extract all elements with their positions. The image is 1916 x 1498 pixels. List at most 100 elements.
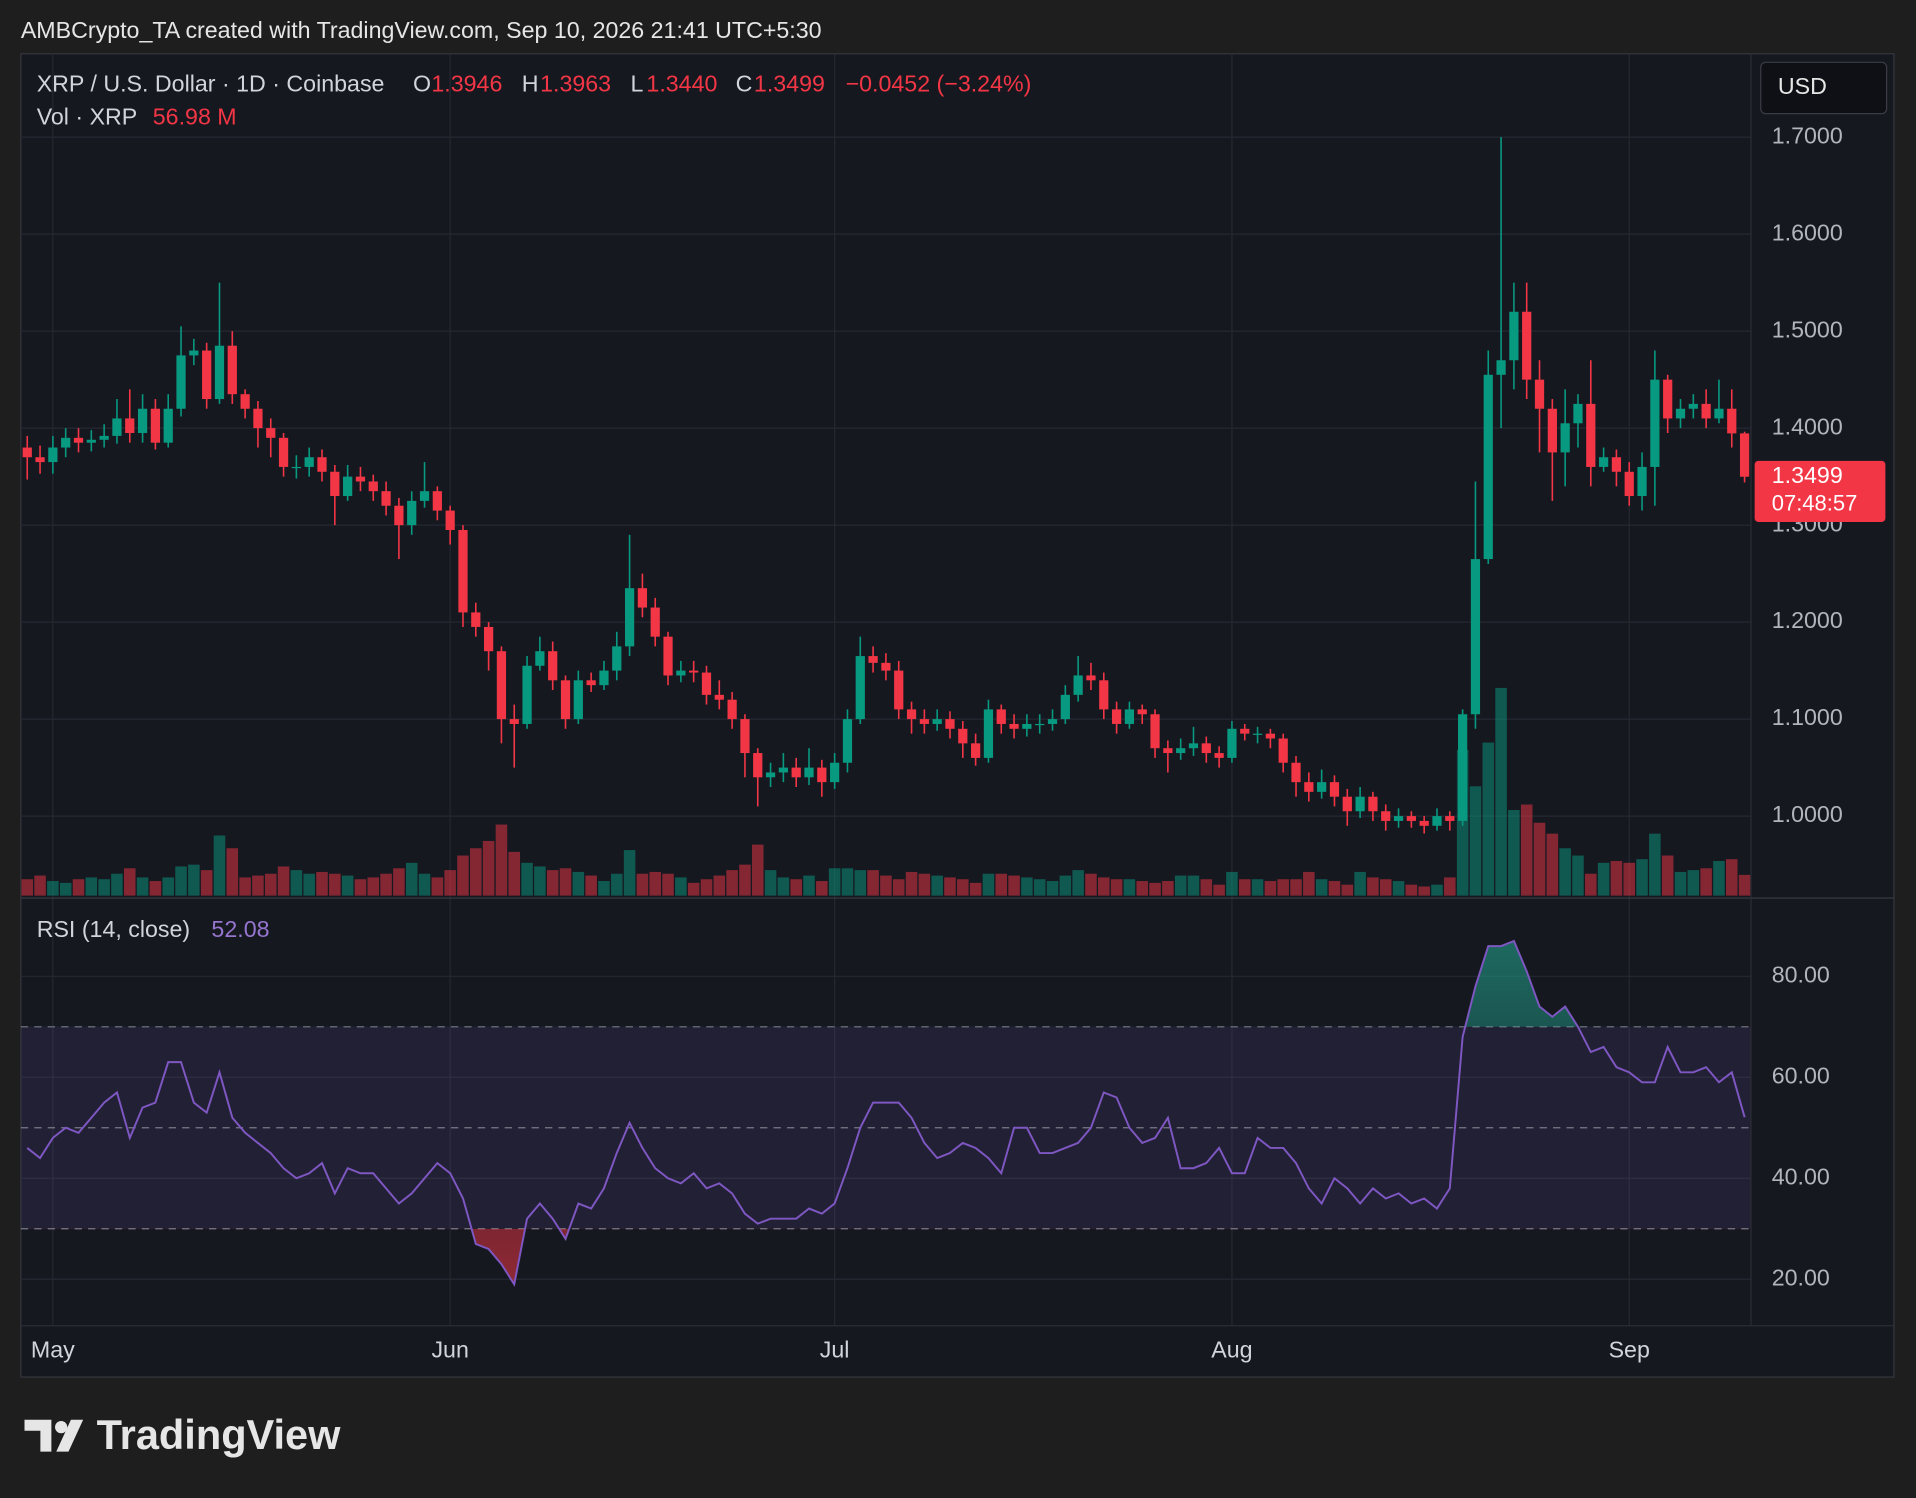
candle-body: [1445, 816, 1455, 821]
candle-body: [650, 607, 660, 637]
candle-body: [1688, 403, 1698, 409]
candle-body: [842, 719, 853, 763]
candle-body: [1317, 782, 1327, 792]
candle-body: [381, 491, 391, 506]
candle-body: [394, 505, 404, 526]
volume-bar: [418, 873, 431, 896]
candle-body: [509, 719, 519, 724]
volume-bar: [405, 862, 418, 896]
price-tag: 1.3499 07:48:57: [1754, 460, 1886, 522]
candle-body: [1714, 408, 1724, 419]
volume-bar: [1738, 874, 1751, 896]
close-label: C: [736, 71, 753, 97]
candle-body: [586, 680, 596, 686]
candle-body: [983, 709, 994, 758]
candle-body: [266, 428, 276, 438]
candle-body: [1611, 457, 1622, 472]
candle-body: [1650, 379, 1660, 467]
candle-body: [599, 670, 609, 686]
candle-body: [535, 651, 545, 666]
x-tick-label: Sep: [1609, 1337, 1650, 1363]
candle-body: [1496, 360, 1506, 375]
volume-bar: [816, 881, 828, 896]
candle-body: [214, 345, 225, 400]
change: −0.0452 (−3.24%): [846, 71, 1032, 97]
volume-bar: [380, 873, 392, 896]
candle-body: [868, 656, 878, 663]
open-value: 1.3946: [431, 71, 502, 97]
volume-bar: [1354, 871, 1366, 896]
candle-body: [1265, 733, 1276, 739]
candle-body: [61, 437, 71, 448]
volume-bar: [995, 873, 1008, 896]
logo-mark: [24, 1419, 52, 1452]
volume-bar: [162, 877, 174, 896]
candle-body: [945, 719, 955, 729]
volume-bar: [277, 866, 290, 896]
open-label: O: [413, 71, 431, 97]
candle-body: [48, 447, 58, 463]
candle-body: [1304, 782, 1314, 792]
volume-bar: [905, 871, 918, 896]
volume-bar: [764, 870, 777, 896]
volume-bar: [713, 875, 726, 896]
candle-body: [125, 418, 135, 433]
volume-bar: [124, 868, 136, 896]
volume-bar: [1508, 809, 1520, 896]
volume-bar: [1623, 862, 1636, 896]
volume-bar: [508, 851, 521, 896]
candle-body: [86, 439, 96, 443]
volume-bar: [1136, 881, 1148, 896]
candle-body: [1368, 796, 1378, 812]
volume-bar: [1290, 879, 1302, 896]
volume-bar: [649, 871, 661, 896]
volume-value: 56.98 M: [153, 104, 237, 130]
candle-body: [1534, 379, 1545, 409]
candle-body: [1099, 680, 1109, 710]
y-tick-label: 1.5000: [1772, 316, 1843, 342]
volume-bar: [495, 824, 508, 896]
volume-bar: [1033, 879, 1046, 896]
volume-bar: [1187, 875, 1200, 896]
volume-bar: [1174, 875, 1187, 896]
volume-bar: [918, 873, 931, 896]
candle-body: [1329, 782, 1340, 797]
candle-body: [163, 408, 173, 443]
volume-bar: [444, 870, 456, 896]
currency-button[interactable]: [1760, 61, 1888, 115]
volume-bar: [777, 877, 790, 896]
rsi-line: [26, 939, 1746, 1287]
y-tick-label: 1.0000: [1772, 801, 1843, 827]
candle-body: [1201, 743, 1211, 754]
candle-body: [1406, 816, 1416, 821]
volume-bar: [1725, 859, 1738, 896]
volume: [21, 687, 1751, 896]
candle-body: [996, 709, 1006, 724]
candle-body: [1176, 748, 1186, 754]
volume-bar: [213, 835, 226, 896]
volume-bar: [21, 879, 34, 896]
volume-bar: [200, 870, 213, 896]
volume-bar: [982, 873, 995, 896]
y-tick-label: 1.4000: [1772, 413, 1843, 439]
brand-name: TradingView: [97, 1411, 342, 1458]
candle-body: [1701, 403, 1711, 419]
candle-body: [1470, 559, 1481, 715]
candle-body: [496, 651, 507, 720]
volume-bar: [1585, 873, 1597, 896]
volume-bar: [1520, 804, 1533, 896]
grid: [20, 53, 1751, 1326]
y-tick-label: 80.00: [1772, 961, 1830, 987]
volume-bar: [316, 871, 328, 896]
candle-body: [932, 719, 942, 724]
candle-body: [1598, 457, 1609, 467]
candle-body: [753, 753, 763, 778]
volume-bar: [687, 882, 700, 896]
candle-body: [445, 510, 455, 530]
volume-bar: [329, 873, 341, 896]
volume-bar: [790, 879, 802, 896]
candle-body: [471, 612, 481, 627]
volume-bar: [1303, 871, 1315, 896]
candle-body: [291, 466, 301, 469]
